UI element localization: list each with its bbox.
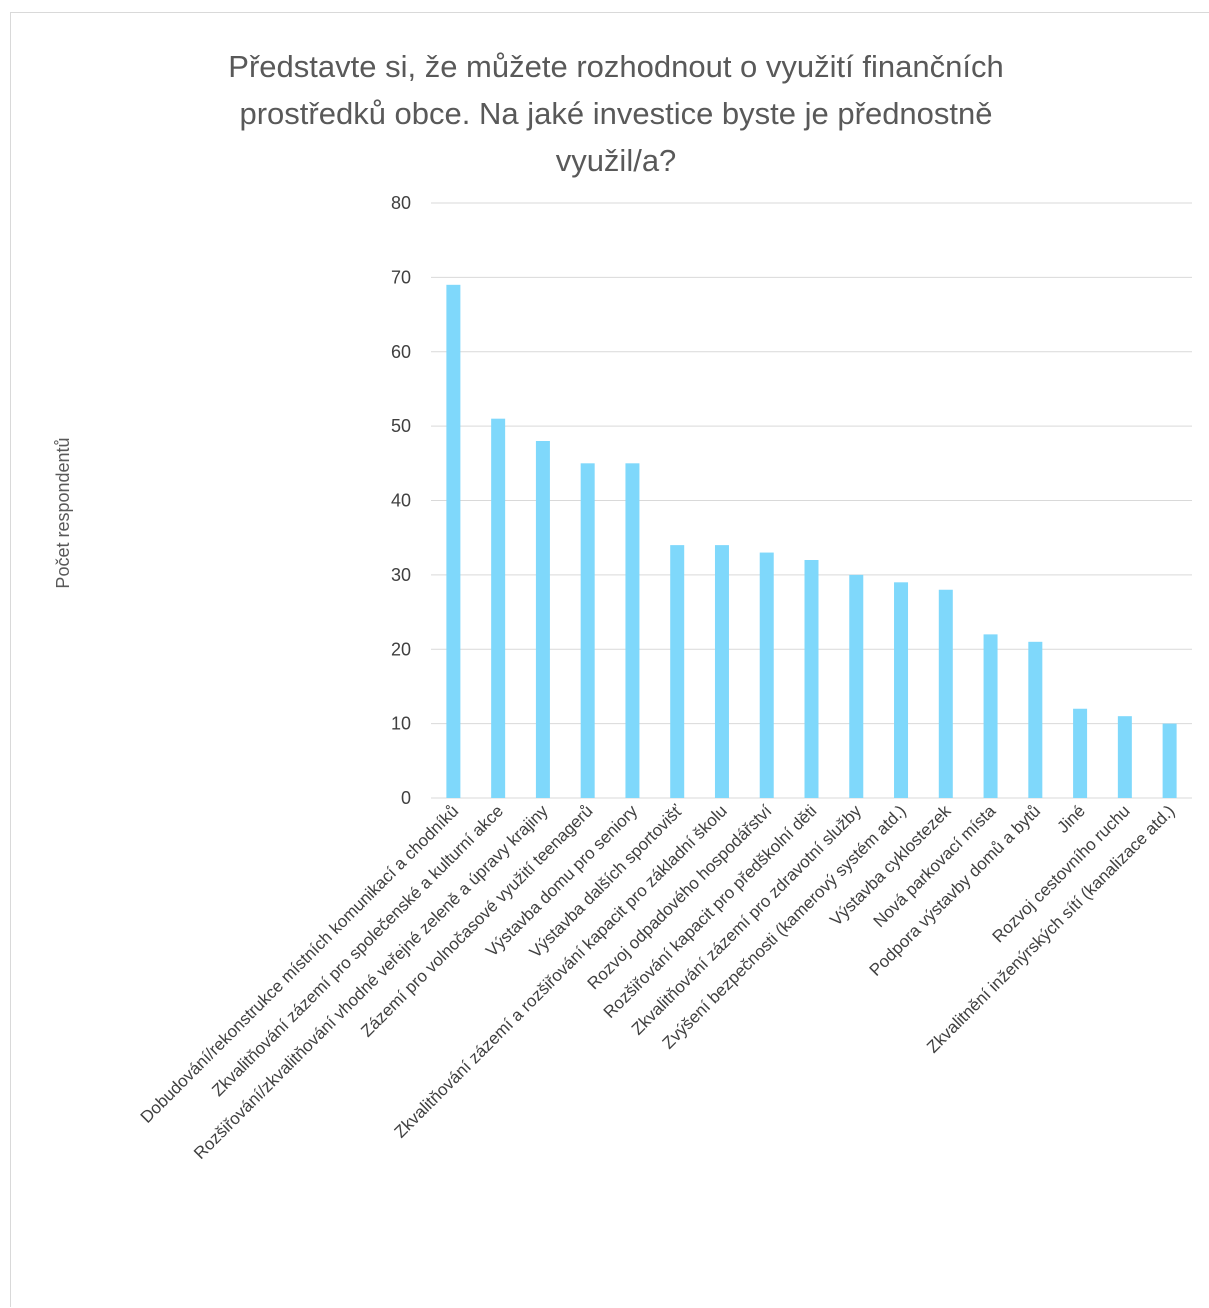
x-category-label: Rozšiřování/zkvalitňování vhodné veřejné… bbox=[190, 801, 552, 1163]
bar bbox=[939, 590, 953, 798]
y-tick-label: 10 bbox=[391, 714, 411, 734]
bar bbox=[491, 419, 505, 798]
bar bbox=[1073, 709, 1087, 798]
bar bbox=[446, 285, 460, 798]
bar bbox=[715, 545, 729, 798]
y-tick-label: 80 bbox=[391, 193, 411, 213]
chart-title-line: Představte si, že můžete rozhodnout o vy… bbox=[228, 49, 1003, 84]
y-axis-title: Počet respondentů bbox=[53, 437, 73, 588]
chart-title-line: využil/a? bbox=[556, 143, 677, 178]
chart-title-line: prostředků obce. Na jaké investice byste… bbox=[239, 96, 992, 131]
bar bbox=[894, 582, 908, 798]
bar-chart: Představte si, že můžete rozhodnout o vy… bbox=[11, 13, 1209, 1308]
x-category-label: Jiné bbox=[1053, 801, 1088, 836]
bar bbox=[1118, 716, 1132, 798]
chart-area: Představte si, že můžete rozhodnout o vy… bbox=[10, 12, 1209, 1307]
x-category-label: Dobudování/rekonstrukce místních komunik… bbox=[137, 801, 462, 1126]
bar bbox=[1028, 642, 1042, 798]
y-tick-label: 60 bbox=[391, 342, 411, 362]
bar bbox=[536, 441, 550, 798]
bar bbox=[760, 553, 774, 798]
bar bbox=[805, 560, 819, 798]
bar bbox=[849, 575, 863, 798]
bar bbox=[581, 463, 595, 798]
y-tick-label: 70 bbox=[391, 267, 411, 287]
y-tick-label: 50 bbox=[391, 416, 411, 436]
bar bbox=[670, 545, 684, 798]
bar bbox=[984, 634, 998, 798]
y-tick-label: 0 bbox=[401, 788, 411, 808]
bar bbox=[1163, 724, 1177, 798]
y-tick-label: 30 bbox=[391, 565, 411, 585]
y-tick-label: 40 bbox=[391, 491, 411, 511]
bar bbox=[625, 463, 639, 798]
y-tick-label: 20 bbox=[391, 639, 411, 659]
